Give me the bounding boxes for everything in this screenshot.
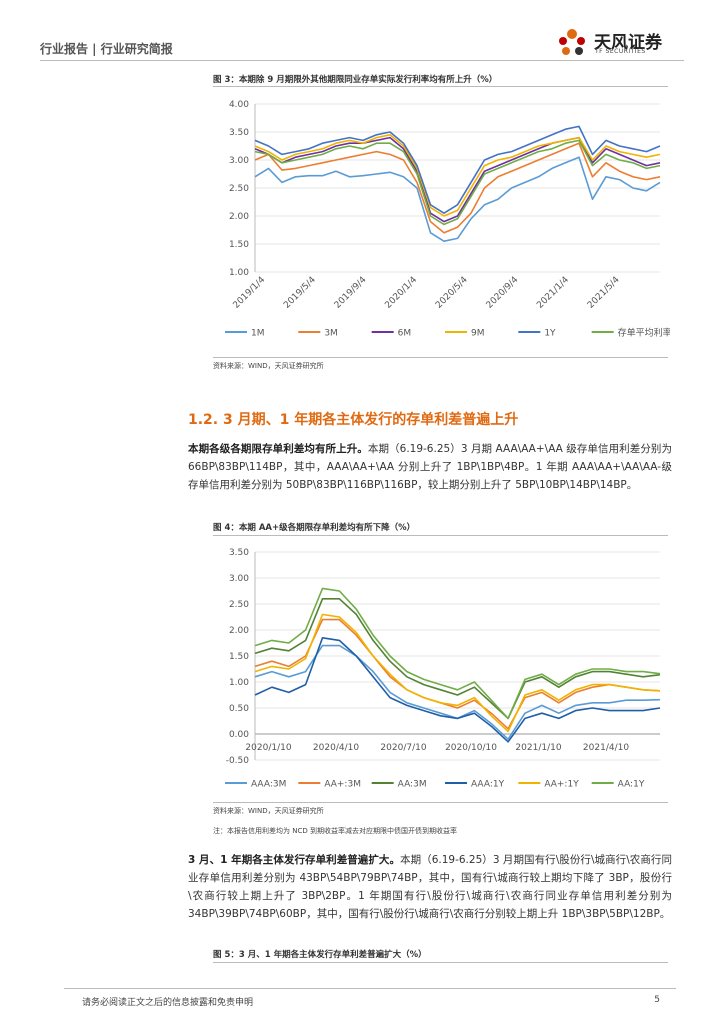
y-tick-label: 1.50 <box>229 652 249 662</box>
footer-disclaimer: 请务必阅读正文之后的信息披露和免责申明 <box>82 998 254 1008</box>
series-line <box>254 125 661 214</box>
header-divider <box>40 60 684 61</box>
fig5-title: 图 5：3 月、1 年期各主体发行存单利差普遍扩大（%） <box>213 950 427 960</box>
x-tick-label: 2021/1/10 <box>515 743 561 753</box>
series-line <box>254 587 661 720</box>
legend-label: AA+:3M <box>324 780 361 790</box>
series-line <box>254 142 661 234</box>
x-tick-label: 2019/1/4 <box>232 275 268 311</box>
x-tick-label: 2020/10/10 <box>445 743 497 753</box>
fig4-chart: -0.50 0.00 0.50 1.00 1.50 2.00 2.50 3.00 3.50 202… <box>225 548 661 790</box>
y-tick-label: 4.00 <box>229 100 249 110</box>
y-tick-label: 1.00 <box>229 678 249 688</box>
legend-label: 9M <box>471 329 485 339</box>
paragraph-2-lead: 3 月、1 年期各主体发行存单利差普遍扩大。 <box>188 854 401 866</box>
y-tick-label: 0.00 <box>229 730 249 740</box>
fig3-title: 图 3：本期除 9 月期限外其他期限同业存单实际发行利率均有所上升（%） <box>213 75 498 85</box>
series-line <box>254 133 661 217</box>
paragraph-1-lead: 本期各级各期限存单利差均有所上升。 <box>188 443 368 455</box>
x-tick-label: 2020/1/10 <box>245 743 291 753</box>
fig4-divider <box>213 535 668 536</box>
x-tick-label: 2019/9/4 <box>333 275 369 311</box>
y-tick-label: -0.50 <box>226 756 250 766</box>
fig4-title: 图 4：本期 AA+级各期限存单利差均有所下降（%） <box>213 523 416 533</box>
series-line <box>254 156 661 242</box>
y-tick-label: 3.00 <box>229 574 249 584</box>
series-line <box>254 637 661 743</box>
y-tick-label: 2.50 <box>229 184 249 194</box>
x-tick-label: 2020/7/10 <box>380 743 426 753</box>
series-line <box>254 613 661 733</box>
series-line <box>254 597 661 720</box>
y-tick-label: 2.00 <box>229 212 249 222</box>
legend-label: AA+:1Y <box>544 780 579 790</box>
x-tick-label: 2020/5/4 <box>434 275 470 311</box>
logo-flower-icon <box>559 29 585 55</box>
legend-label: AAA:1Y <box>471 780 505 790</box>
logo-text-cn: 天风证券 <box>594 33 662 53</box>
y-tick-label: 3.50 <box>229 128 249 138</box>
y-tick-label: 2.00 <box>229 626 249 636</box>
y-tick-label: 1.50 <box>229 240 249 250</box>
paragraph-1: 本期各级各期限存单利差均有所上升。本期（6.19-6.25）3 月期 AAA\A… <box>188 440 672 494</box>
company-logo: 天风证券 TF SECURITIES <box>554 26 684 60</box>
paragraph-2: 3 月、1 年期各主体发行存单利差普遍扩大。本期（6.19-6.25）3 月期国… <box>188 851 672 923</box>
fig5-divider <box>213 962 668 963</box>
page-number: 5 <box>654 995 660 1005</box>
series-line <box>254 139 661 226</box>
fig3-divider <box>213 86 668 87</box>
legend-label: 存单平均利率 <box>618 327 670 339</box>
paragraph-2-body: 本期（6.19-6.25）3 月期国有行\股份行\城商行\农商行同业存单信用利差… <box>188 854 672 920</box>
legend-label: AA:3M <box>398 780 427 790</box>
y-tick-label: 3.00 <box>229 156 249 166</box>
legend-label: 3M <box>324 329 338 339</box>
x-tick-label: 2021/5/4 <box>586 275 622 311</box>
x-tick-label: 2020/4/10 <box>313 743 359 753</box>
fig4-source: 资料来源：WIND，天风证券研究所 <box>213 807 324 815</box>
fig3-chart: 1.00 1.50 2.00 2.50 3.00 3.50 4.00 2019/1/4 2019… <box>225 100 670 339</box>
x-tick-label: 2020/9/4 <box>485 275 521 311</box>
x-tick-label: 2021/4/10 <box>583 743 629 753</box>
legend-label: AA:1Y <box>618 780 645 790</box>
x-tick-label: 2021/1/4 <box>535 275 571 311</box>
fig3-source: 资料来源：WIND，天风证券研究所 <box>213 362 324 370</box>
series-line <box>254 136 661 223</box>
y-tick-label: 0.50 <box>229 704 249 714</box>
x-tick-label: 2019/5/4 <box>282 275 318 311</box>
y-tick-label: 3.50 <box>229 548 249 558</box>
legend-label: 1M <box>251 329 265 339</box>
report-header: 行业报告 | 行业研究简报 <box>40 42 173 56</box>
legend-label: 6M <box>398 329 412 339</box>
fig3-bottom-divider <box>213 357 668 358</box>
y-tick-label: 1.00 <box>229 268 249 278</box>
x-tick-label: 2020/1/4 <box>383 275 419 311</box>
y-tick-label: 2.50 <box>229 600 249 610</box>
series-line <box>254 618 661 730</box>
logo-text-en: TF SECURITIES <box>595 48 646 55</box>
fig4-note: 注：本报告信用利差均为 NCD 到期收益率减去对应期限中债国开债到期收益率 <box>213 827 457 835</box>
legend-label: AAA:3M <box>251 780 286 790</box>
fig4-bottom-divider <box>213 802 668 803</box>
series-line <box>254 644 661 740</box>
legend-label: 1Y <box>544 329 556 339</box>
section-title: 1.2. 3 月期、1 年期各主体发行的存单利差普遍上升 <box>188 412 519 428</box>
paragraph-1-body: 本期（6.19-6.25）3 月期 AAA\AA+\AA 级存单信用利差分别为 … <box>188 443 673 491</box>
footer-divider <box>64 988 676 989</box>
